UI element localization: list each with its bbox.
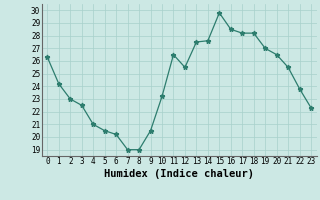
X-axis label: Humidex (Indice chaleur): Humidex (Indice chaleur) [104, 169, 254, 179]
